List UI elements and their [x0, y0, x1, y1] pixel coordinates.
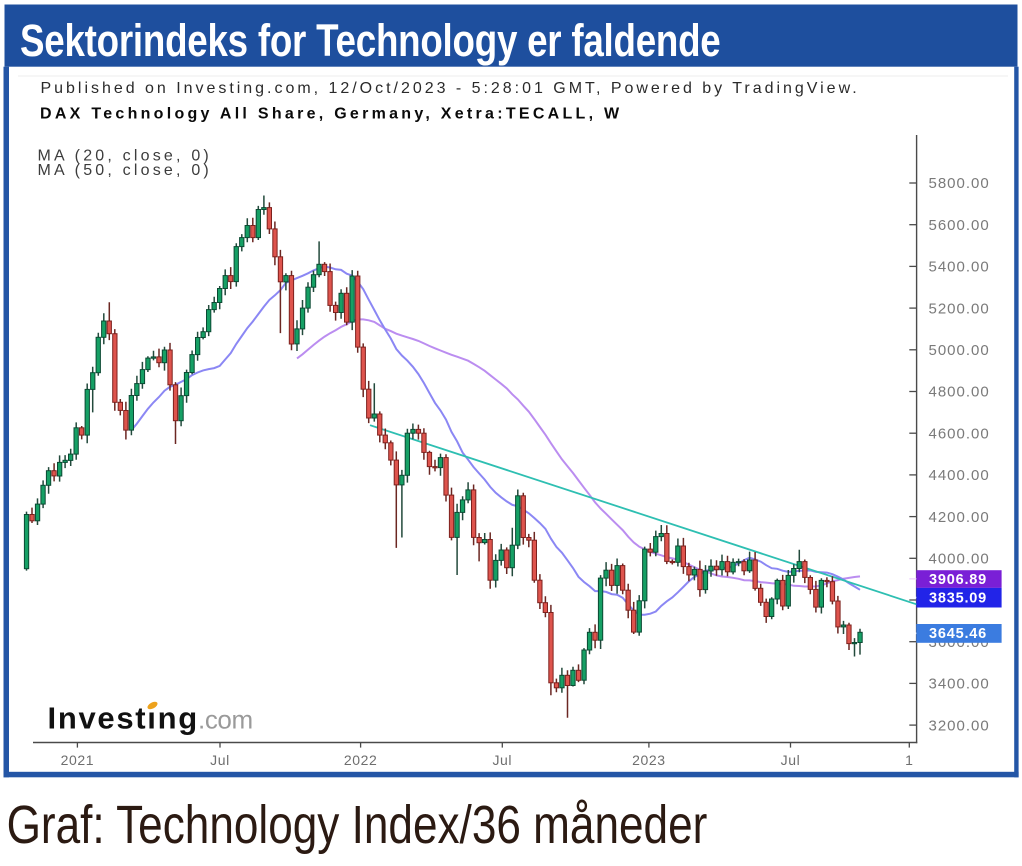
svg-text:4200.00: 4200.00: [929, 509, 990, 526]
svg-text:2022: 2022: [344, 752, 378, 768]
svg-text:2023: 2023: [632, 752, 666, 768]
svg-text:Jul: Jul: [210, 752, 230, 768]
svg-text:2021: 2021: [61, 752, 95, 768]
svg-text:Investıng: Investıng: [48, 701, 199, 736]
svg-text:MA (50, close, 0): MA (50, close, 0): [38, 162, 212, 179]
svg-text:5600.00: 5600.00: [929, 217, 990, 234]
svg-text:Jul: Jul: [492, 752, 512, 768]
svg-text:5800.00: 5800.00: [929, 175, 990, 192]
svg-text:Sektorindeks for Technology er: Sektorindeks for Technology er faldende: [20, 15, 721, 65]
svg-text:.com: .com: [198, 705, 253, 735]
svg-text:Published on Investing.com, 12: Published on Investing.com, 12/Oct/2023 …: [41, 80, 860, 97]
svg-text:3645.46: 3645.46: [929, 626, 987, 642]
svg-text:3400.00: 3400.00: [929, 676, 990, 693]
svg-text:MA (20, close, 0): MA (20, close, 0): [38, 148, 212, 165]
svg-text:4600.00: 4600.00: [929, 425, 990, 442]
svg-text:3200.00: 3200.00: [929, 717, 990, 734]
svg-text:1: 1: [905, 752, 913, 768]
svg-text:5200.00: 5200.00: [929, 300, 990, 317]
svg-text:4800.00: 4800.00: [929, 384, 990, 401]
svg-text:Graf: Technology Index/36 måne: Graf: Technology Index/36 måneder: [7, 795, 708, 855]
svg-text:4400.00: 4400.00: [929, 467, 990, 484]
svg-text:4000.00: 4000.00: [929, 551, 990, 568]
svg-text:5400.00: 5400.00: [929, 259, 990, 276]
svg-text:DAX Technology All Share, Germ: DAX Technology All Share, Germany, Xetra…: [40, 106, 622, 123]
svg-text:3835.09: 3835.09: [929, 591, 987, 607]
svg-text:Jul: Jul: [781, 752, 801, 768]
svg-text:5000.00: 5000.00: [929, 342, 990, 359]
svg-text:3906.89: 3906.89: [929, 572, 987, 588]
